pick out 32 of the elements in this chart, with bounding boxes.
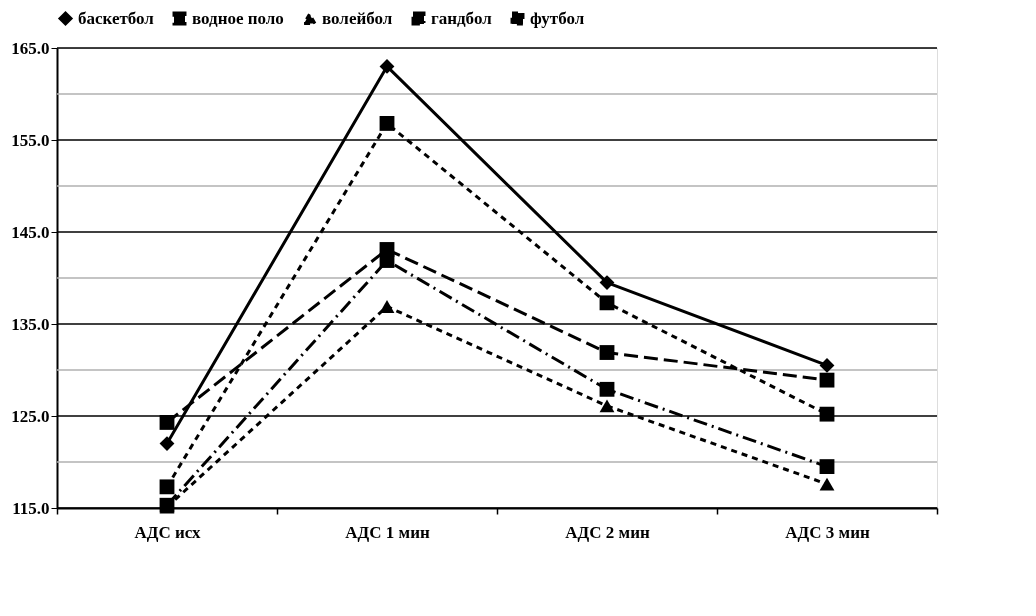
- point: [819, 477, 835, 491]
- x-tick-label: АДС 2 мин: [565, 522, 650, 542]
- point: [379, 253, 395, 268]
- y-tick-label: 145.0: [11, 222, 50, 242]
- point: [379, 58, 395, 74]
- point: [159, 415, 175, 430]
- point: [599, 345, 615, 360]
- legend-label: футбол: [530, 8, 585, 28]
- y-tick-label: 135.0: [11, 314, 50, 334]
- legend-label: волейбол: [322, 8, 393, 28]
- x-tick-label: АДС исх: [134, 522, 202, 542]
- y-tick-label: 165.0: [11, 38, 50, 58]
- point: [599, 295, 615, 311]
- y-tick-label: 115.0: [12, 498, 50, 518]
- point: [599, 399, 615, 413]
- y-tick-label: 125.0: [11, 406, 50, 426]
- legend-label: водное поло: [192, 8, 284, 28]
- point: [599, 381, 615, 397]
- point: [599, 275, 615, 291]
- point: [379, 300, 395, 313]
- point: [819, 357, 835, 373]
- legend-label: гандбол: [431, 8, 493, 28]
- point: [379, 116, 395, 131]
- point: [819, 459, 835, 475]
- point: [159, 479, 175, 495]
- x-tick-label: АДС 3 мин: [785, 522, 870, 542]
- point: [159, 436, 175, 452]
- point: [819, 372, 835, 388]
- y-tick-label: 155.0: [11, 130, 50, 150]
- x-tick-label: АДС 1 мин: [345, 522, 430, 542]
- point: [819, 406, 835, 422]
- legend-label: баскетбол: [78, 8, 155, 28]
